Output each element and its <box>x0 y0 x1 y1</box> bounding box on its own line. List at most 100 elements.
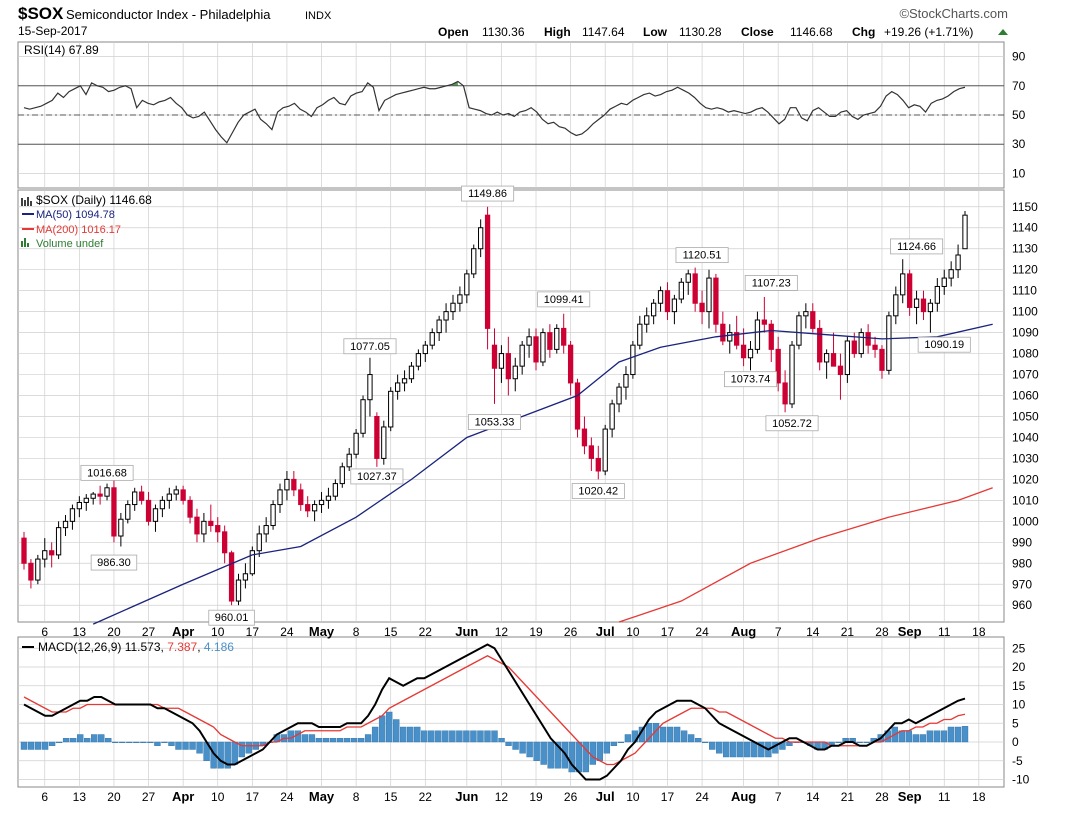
candle-body <box>692 273 698 304</box>
price-annotation-box <box>90 554 138 571</box>
candle-body <box>360 399 366 434</box>
candle-body <box>955 254 961 271</box>
x-tick-label: 20 <box>107 625 121 639</box>
low-value: 1130.28 <box>679 25 722 39</box>
macd-histogram-bar <box>463 730 470 743</box>
candle-body <box>145 499 152 522</box>
macd-histogram-bar <box>168 741 175 746</box>
candle-body <box>886 315 892 371</box>
low-label: Low <box>643 25 668 39</box>
macd-histogram-bar <box>666 726 674 743</box>
macd-histogram-bar <box>652 723 660 743</box>
up-arrow-icon <box>998 29 1008 35</box>
candle-body <box>69 508 76 522</box>
candle-body <box>927 302 934 313</box>
y-tick-label: 1000 <box>1012 514 1039 528</box>
y-tick-label: 980 <box>1012 556 1032 570</box>
candle-body <box>595 457 601 472</box>
price-annotation-box <box>890 238 944 255</box>
x-tick-label: Apr <box>172 624 194 639</box>
x-tick-label: 7 <box>775 625 782 639</box>
candle-body <box>249 550 255 575</box>
candle-body <box>623 374 629 388</box>
macd-histogram-bar <box>301 734 309 743</box>
price-annotation-box <box>744 275 798 291</box>
candle-body <box>872 344 878 350</box>
macd-histogram-bar <box>498 738 505 743</box>
macd-histogram-bar <box>456 730 463 743</box>
candle-body <box>42 550 48 560</box>
macd-histogram-bar <box>905 730 913 743</box>
ma200-line <box>618 487 993 623</box>
candle-body <box>132 491 138 506</box>
date-label: 15-Sep-2017 <box>18 24 88 38</box>
macd-histogram-bar <box>315 738 323 743</box>
macd-histogram-bar <box>20 741 28 750</box>
price-annotation-box <box>917 336 971 353</box>
macd-histogram-bar <box>161 741 168 744</box>
candle-body <box>332 483 339 497</box>
y-tick-label: 1060 <box>1012 389 1039 403</box>
macd-histogram-bar <box>730 741 737 758</box>
macd-histogram-bar <box>751 741 758 758</box>
macd-histogram-bar <box>484 730 491 743</box>
price-annotation-label: 1149.86 <box>468 188 507 200</box>
x-tick-label: May <box>309 789 335 804</box>
x-tick-label: 10 <box>626 790 640 804</box>
y-tick-label: 1120 <box>1012 263 1038 277</box>
y-tick-label: 0 <box>1012 735 1019 749</box>
x-tick-label: 17 <box>246 625 260 639</box>
candle-body <box>650 302 657 317</box>
macd-histogram-bar <box>421 730 428 743</box>
candle-body <box>401 378 408 384</box>
candle-body <box>125 504 131 520</box>
candle-body <box>394 382 401 392</box>
price-annotation-label: 1020.42 <box>578 486 618 498</box>
price-annotation-box <box>537 291 591 308</box>
candle-body <box>782 382 788 405</box>
candle-body <box>934 285 940 304</box>
price-annotation-label: 1052.72 <box>772 418 812 430</box>
y-tick-label: 10 <box>1012 698 1026 712</box>
x-tick-label: 27 <box>142 625 156 639</box>
macd-histogram-bar <box>189 741 196 750</box>
macd-histogram-bar <box>603 741 611 754</box>
candle-body <box>671 298 678 313</box>
candle-body <box>284 478 290 491</box>
macd-histogram-bar <box>407 726 414 743</box>
candle-body <box>49 550 55 556</box>
macd-histogram-bar <box>582 741 589 773</box>
price-annotation-label: 1099.41 <box>544 294 584 306</box>
price-layer: 1016.68 986.30 960.01 1077.05 1027.37 1149.86… <box>21 185 993 626</box>
x-tick-label: 17 <box>661 625 675 639</box>
macd-histogram-bar <box>575 741 582 773</box>
price-annotation-label: 1016.68 <box>87 467 127 479</box>
candle-body <box>817 327 823 363</box>
y-tick-label: 1130 <box>1012 242 1038 256</box>
y-tick-label: 1010 <box>1012 493 1039 507</box>
candle-body <box>713 277 719 325</box>
x-tick-label: 24 <box>280 625 294 639</box>
y-tick-label: 25 <box>1012 641 1026 655</box>
ma50-legend-label: MA(50) 1094.78 <box>36 209 115 221</box>
ma50-line <box>92 323 993 625</box>
x-tick-label: 11 <box>938 790 951 804</box>
open-value: 1130.36 <box>482 25 525 39</box>
macd-histogram-bar <box>112 741 119 744</box>
y-tick-label: 70 <box>1012 79 1026 93</box>
candle-body <box>388 390 394 428</box>
macd-histogram-bar <box>224 741 231 769</box>
price-legend-title: $SOX (Daily) 1146.68 <box>36 193 152 207</box>
macd-histogram-bar <box>491 730 498 743</box>
x-tick-label: Jul <box>596 789 615 804</box>
x-tick-label: 20 <box>107 790 121 804</box>
macd-histogram-bar <box>709 741 716 750</box>
candle-body <box>561 327 567 346</box>
macd-histogram-bar <box>91 734 98 743</box>
ohlc-summary: Open 1130.36 High 1147.64 Low 1130.28 Cl… <box>438 25 1008 39</box>
macd-histogram-bar <box>435 730 442 743</box>
x-tick-label: Sep <box>898 624 922 639</box>
x-tick-label: 21 <box>841 790 855 804</box>
macd-histogram-bar <box>98 734 105 743</box>
candle-body <box>242 573 249 581</box>
